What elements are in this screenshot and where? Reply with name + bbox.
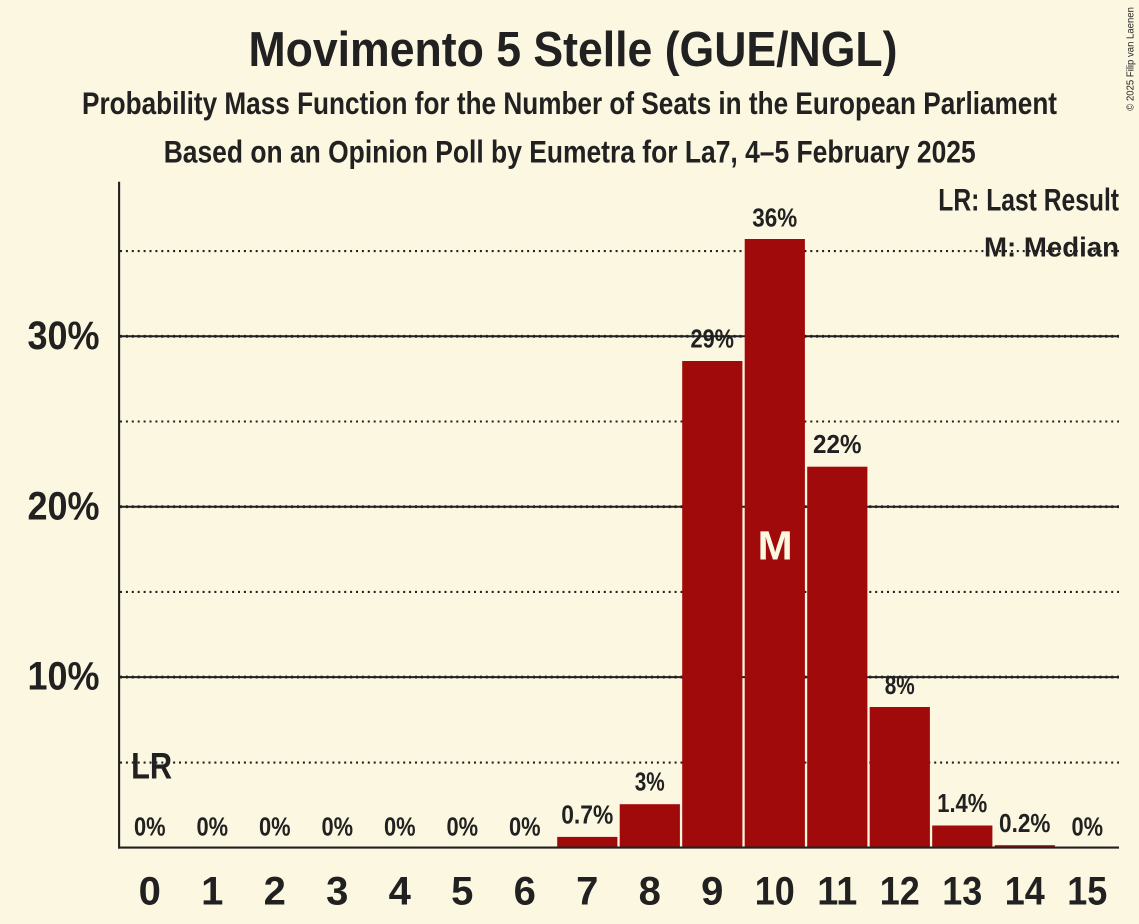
svg-text:0%: 0% [321,812,353,842]
svg-text:8%: 8% [885,670,915,700]
svg-text:5: 5 [451,870,473,914]
svg-text:M: M [758,523,793,569]
svg-text:Movimento 5 Stelle (GUE/NGL): Movimento 5 Stelle (GUE/NGL) [249,22,898,77]
svg-text:4: 4 [389,870,412,914]
svg-text:29%: 29% [691,324,735,354]
svg-text:15: 15 [1067,870,1107,914]
svg-text:0: 0 [139,870,161,914]
svg-text:1: 1 [201,870,223,914]
svg-text:14: 14 [1005,870,1046,914]
svg-text:13: 13 [942,870,982,914]
svg-text:11: 11 [817,870,857,914]
svg-text:10%: 10% [28,655,100,699]
svg-text:0%: 0% [196,812,228,842]
svg-text:0%: 0% [134,812,166,842]
svg-text:6: 6 [514,870,536,914]
svg-text:© 2025 Filip van Laenen: © 2025 Filip van Laenen [1125,7,1137,111]
svg-text:0%: 0% [509,812,541,842]
svg-text:22%: 22% [813,429,862,459]
svg-text:3%: 3% [635,767,665,797]
svg-text:7: 7 [576,870,598,914]
svg-text:36%: 36% [752,203,797,233]
svg-text:0%: 0% [259,812,291,842]
svg-text:3: 3 [326,870,348,914]
svg-text:Probability Mass Function for: Probability Mass Function for the Number… [82,85,1057,121]
svg-text:0%: 0% [446,812,478,842]
svg-text:0%: 0% [384,812,416,842]
svg-text:0.2%: 0.2% [999,808,1050,838]
svg-text:30%: 30% [28,314,100,358]
svg-text:0.7%: 0.7% [561,799,613,829]
svg-text:20%: 20% [28,484,100,528]
svg-text:M: Median: M: Median [984,232,1119,263]
svg-text:8: 8 [639,870,661,914]
svg-text:10: 10 [755,870,795,914]
svg-text:LR: LR [131,745,172,787]
svg-text:LR: Last Result: LR: Last Result [938,182,1119,218]
svg-text:0%: 0% [1071,812,1103,842]
svg-text:9: 9 [701,870,723,914]
svg-text:Based on an Opinion Poll by Eu: Based on an Opinion Poll by Eumetra for … [164,133,976,169]
svg-text:12: 12 [880,870,920,914]
svg-text:2: 2 [264,870,286,914]
svg-text:1.4%: 1.4% [937,788,987,818]
